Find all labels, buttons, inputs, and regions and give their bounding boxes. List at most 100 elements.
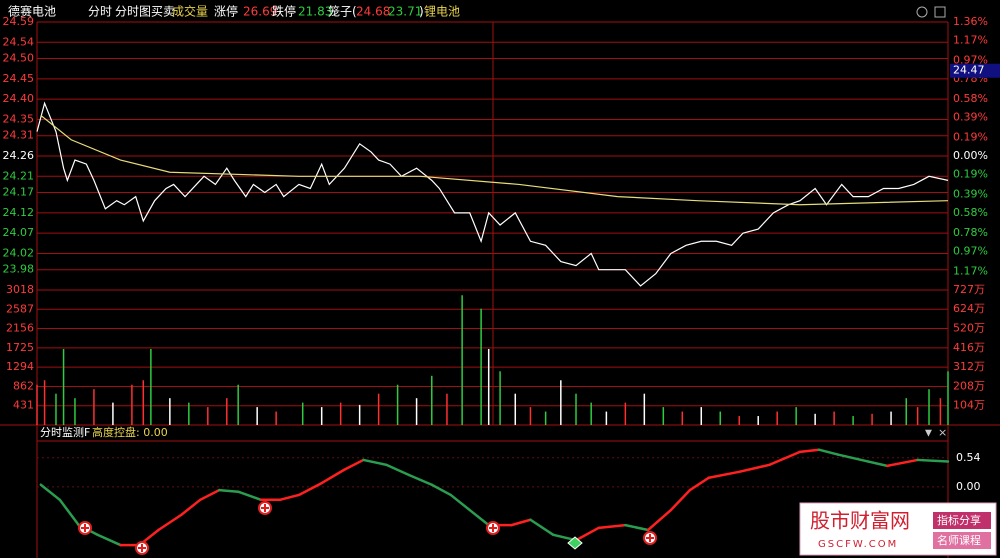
y2-tick-label: 727万 — [953, 283, 985, 296]
cursor-price: 24.47 — [953, 64, 985, 77]
y2-tick-label: 624万 — [953, 302, 985, 315]
watermark-site: GSCFW.COM — [818, 539, 898, 550]
y2-tick-label: 0.97% — [953, 245, 988, 258]
limit-up-label: 涨停 — [214, 4, 238, 19]
buy-marker — [78, 521, 92, 535]
indicator-segment — [624, 523, 650, 532]
watermark-tag: 指标分享 — [937, 513, 981, 527]
window-icon[interactable] — [934, 6, 946, 18]
y2-tick-label: 416万 — [953, 341, 985, 354]
y-tick-label: 0.00 — [956, 480, 981, 493]
indicator-segment — [867, 460, 889, 468]
indicator-segment — [468, 508, 490, 527]
y2-tick-label: 0.19% — [953, 168, 988, 181]
y-tick-label: 2156 — [6, 322, 34, 335]
indicator-value: 高度控盘: 0.00 — [92, 425, 168, 439]
limit-down: 21.83 — [298, 5, 332, 19]
y2-tick-label: 1.17% — [953, 264, 988, 277]
indicator-segment — [510, 518, 532, 527]
y-tick-label: 24.02 — [3, 246, 35, 259]
y2-tick-label: 0.00% — [953, 149, 988, 162]
indicator-segment — [798, 448, 821, 454]
tab[interactable]: 分时图买卖 — [115, 5, 175, 19]
indicator-segment — [574, 526, 601, 542]
buy-marker — [643, 531, 657, 545]
indicator-segment — [236, 490, 263, 502]
indicator-segment — [817, 448, 840, 456]
y-tick-label: 24.17 — [3, 186, 35, 199]
indicator-segment — [278, 493, 301, 502]
y-tick-label: 24.54 — [3, 35, 35, 48]
y2-tick-label: 1.36% — [953, 15, 988, 28]
cage-close: ) — [419, 5, 424, 19]
indicator-segment — [198, 488, 221, 502]
signal-markers — [78, 501, 657, 555]
indicator-segment — [384, 463, 411, 477]
y2-tick-label: 0.78% — [953, 226, 988, 239]
y2-tick-label: 0.58% — [953, 92, 988, 105]
tag-box — [933, 512, 991, 529]
y-tick-label: 24.12 — [3, 206, 35, 219]
y-tick-label: 24.35 — [3, 112, 35, 125]
diamond-marker — [567, 536, 583, 550]
y-tick-label: 24.40 — [3, 92, 35, 105]
y2-tick-label: 0.58% — [953, 206, 988, 219]
y-tick-label: 1294 — [6, 360, 34, 373]
watermark-brand: 股市财富网 — [810, 509, 910, 533]
settings-icon[interactable] — [916, 6, 928, 18]
y-tick-label: 24.45 — [3, 72, 35, 85]
watermark: 股市财富网 GSCFW.COM 指标分享 名师课程 — [799, 502, 997, 556]
indicator-segment — [96, 533, 122, 547]
indicator-segment — [320, 468, 346, 485]
indicator-segment — [39, 483, 62, 502]
indicator-segment — [707, 470, 741, 479]
indicator-segment — [179, 498, 202, 517]
header: 德赛电池 分时 分时图买卖 成交量 涨停 26.69 跌停 21.83 笼子( … — [8, 4, 460, 19]
buy-marker — [135, 541, 149, 555]
plots: 24.59 24.54 24.50 24.45 24.40 24.35 24.31 24.26… — [3, 15, 1000, 547]
y-tick-label: 24.07 — [3, 226, 35, 239]
indicator-segment — [157, 513, 183, 532]
y2-tick-label: 208万 — [953, 379, 985, 392]
indicator-segment — [737, 463, 771, 474]
y2-tick-label: 312万 — [953, 360, 985, 373]
y-tick-label: 1725 — [6, 341, 34, 354]
menu-icon[interactable]: ▼ — [925, 429, 932, 439]
sector[interactable]: 锂电池 — [424, 4, 460, 19]
y2-tick-label: 520万 — [953, 321, 985, 334]
tab[interactable]: 成交量 — [172, 4, 208, 19]
indicator-segment — [297, 481, 323, 497]
cage-label: 笼子( — [328, 4, 357, 19]
cursor-price-box — [950, 63, 1000, 78]
y2-tick-label: 0.19% — [953, 130, 988, 143]
y2-tick-label: 0.97% — [953, 53, 988, 66]
limit-up: 26.69 — [243, 5, 277, 19]
close-icon[interactable]: × — [938, 426, 947, 439]
y-tick-label: 3018 — [6, 283, 34, 296]
indicator-segment — [407, 473, 434, 486]
indicator-segment — [430, 483, 452, 497]
indicator-segment — [449, 493, 471, 512]
tab[interactable]: 分时 — [88, 5, 112, 19]
tag-box — [933, 532, 991, 549]
indicator-segment — [886, 458, 919, 468]
indicator-segment — [768, 450, 802, 467]
price-line — [36, 101, 949, 287]
y2-tick-label: 1.17% — [953, 34, 988, 47]
cage-high: 24.68 — [356, 5, 390, 19]
indicator-segment — [58, 498, 81, 527]
y-tick-label: 24.26 — [3, 149, 35, 162]
y-tick-label: 862 — [13, 379, 34, 392]
y2-tick-label: 0.39% — [953, 111, 988, 124]
indicator-segment — [836, 453, 870, 463]
indicator-segment — [343, 458, 365, 471]
y-tick-label: 24.31 — [3, 129, 35, 142]
indicator-segment — [688, 476, 711, 492]
indicator-segment — [669, 488, 692, 512]
y-tick-label: 2587 — [6, 302, 34, 315]
indicator-segment — [646, 508, 673, 532]
buy-marker — [486, 521, 500, 535]
indicator-title: 分时监测F — [40, 426, 90, 439]
y2-tick-label: 0.39% — [953, 187, 988, 200]
